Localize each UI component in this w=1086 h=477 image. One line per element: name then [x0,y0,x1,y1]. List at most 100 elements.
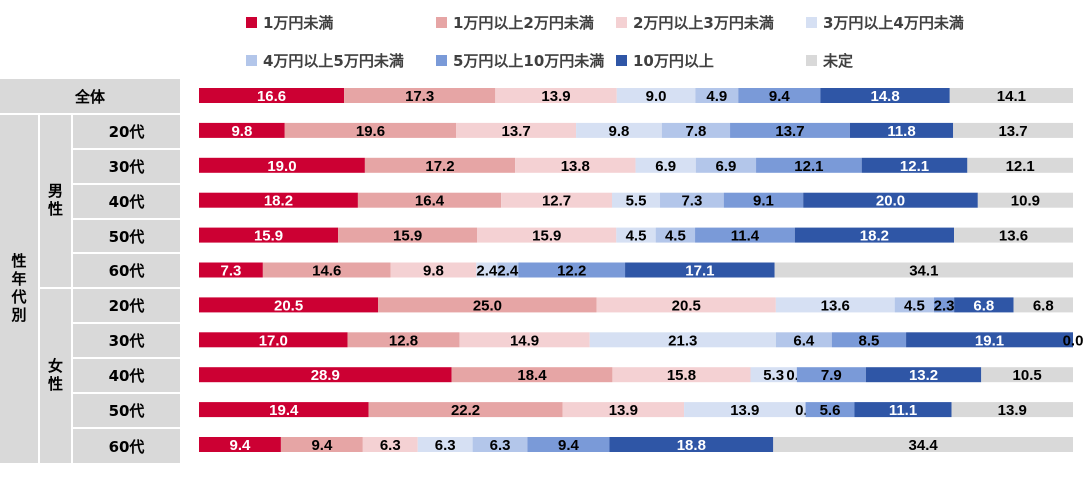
label-age-row: 50代 [73,394,180,427]
data-label: 6.3 [490,437,511,454]
data-label: 20.0 [876,193,905,210]
data-label: 15.9 [254,228,283,245]
bar-segment [635,157,696,173]
bar-segment [612,367,751,383]
label-age-row: 20代 [73,289,180,322]
bar-segment [820,88,950,103]
bar-segment [527,437,610,452]
legend-item: 2万円以上3万円未満 [616,12,774,32]
bar-segment [280,437,363,452]
data-label: 2.3 [934,297,955,314]
bar-segment [609,437,774,452]
bar-segment [684,402,806,418]
data-label: 6.8 [973,297,994,314]
data-label: 21.3 [668,332,697,349]
bar-segment [611,192,661,208]
data-label: 18.8 [677,437,706,454]
label-age-row: 60代 [73,254,180,287]
bar-segment [616,227,656,243]
data-label: 17.1 [685,263,714,280]
data-label: 14.9 [510,332,539,349]
bar-segment [515,157,636,173]
bar-segment [738,88,821,103]
data-label: 9.4 [230,437,252,454]
data-label: 19.1 [975,332,1004,349]
bar-segment [199,88,345,103]
data-label: 9.8 [609,123,630,140]
legend-label: 1万円未満 [263,13,334,32]
legend-label: 4万円以上5万円未満 [263,51,404,70]
bar-segment [368,402,563,418]
data-label: 19.4 [269,402,299,419]
data-label: 12.1 [900,158,929,175]
bar-segment [344,88,496,103]
bar-segment [796,367,866,383]
data-label: 6.8 [1033,297,1054,314]
data-label: 7.3 [681,193,702,210]
data-label: 4.5 [665,228,686,245]
data-label: 19.0 [267,158,296,175]
data-label: 13.9 [541,88,570,105]
data-label: 7.3 [221,263,242,280]
legend-swatch [246,54,257,66]
bar-segment [576,122,662,138]
data-label: 7.8 [686,123,707,140]
bar-segment [894,297,935,313]
label-age-row: 20代 [73,115,180,148]
bar-segment [477,227,617,243]
legend-item: 4万円以上5万円未満 [246,50,404,70]
data-label: 18.2 [860,228,889,245]
legend-item: 1万円以上2万円未満 [436,12,594,32]
data-label: 15.9 [393,228,422,245]
bar-segment [953,122,1073,138]
data-label: 15.9 [532,228,561,245]
bar-segment [596,297,776,313]
data-label: 11.1 [889,402,917,419]
legend-swatch [806,54,817,66]
bar-segment [756,157,862,173]
bar-segment [750,367,797,383]
data-label: 10.5 [1013,367,1042,384]
bar-segment [695,157,757,173]
label-all: 全体 [0,79,180,113]
data-label: 12.1 [1006,158,1035,175]
legend-label: 5万円以上10万円未満 [453,51,605,70]
label-gender-age: 性年代別 [0,115,38,463]
data-label: 13.6 [821,297,850,314]
bar-segment [199,402,369,418]
bar-segment [805,402,855,418]
legend-swatch [806,16,817,28]
legend-label: 未定 [823,51,854,70]
bar-segment [854,402,952,418]
legend-swatch [616,54,627,66]
data-label: 9.4 [558,437,580,454]
data-label: 22.2 [451,402,480,419]
bar-segment [362,437,418,452]
bar-segment [775,297,895,313]
data-label: 14.1 [997,88,1026,105]
data-label: 17.3 [405,88,434,105]
data-label: 13.2 [909,367,938,384]
data-label: 13.8 [561,158,590,175]
label-age-row: 40代 [73,185,180,218]
data-label: 12.7 [542,193,571,210]
label-age-row: 40代 [73,359,180,392]
bar-segment [775,332,832,348]
data-label: 7.9 [821,367,842,384]
data-label: 4.5 [904,297,925,314]
data-label: 17.2 [425,158,454,175]
data-label: 5.3 [763,367,784,384]
legend-swatch [436,54,447,66]
data-label: 10.9 [1011,193,1040,210]
data-label: 6.3 [380,437,401,454]
bar-segment [417,437,473,452]
bar-segment [794,227,955,243]
legend-swatch [616,16,627,28]
bar-segment [199,367,452,383]
bar-segment [831,332,907,348]
data-label: 16.6 [257,88,286,105]
bar-segment [497,262,519,278]
data-label: 9.4 [769,88,791,105]
data-label: 9.8 [423,263,444,280]
bar-segment [364,157,516,173]
